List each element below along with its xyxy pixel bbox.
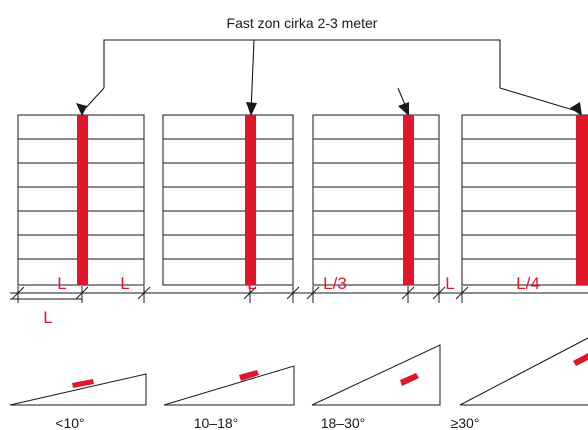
dim-label-p4-left: L xyxy=(445,274,454,293)
dimension-labels: L L L L L/3 L L/4 xyxy=(43,274,540,327)
slope-marker-2 xyxy=(239,370,259,381)
fixed-zone-4 xyxy=(576,115,588,285)
dim-label-p1-below: L xyxy=(43,308,52,327)
slope-markers xyxy=(72,353,588,388)
dim-label-p4: L/4 xyxy=(516,274,540,293)
leader-line-4 xyxy=(499,87,581,113)
leader-line-2 xyxy=(250,39,255,113)
slope-marker-4 xyxy=(573,353,588,366)
dimension-lines xyxy=(10,286,588,303)
slope-label-3: 18–30° xyxy=(321,415,366,430)
fixed-zone-1 xyxy=(77,115,88,285)
slope-marker-1 xyxy=(72,379,94,388)
slope-label-2: 10–18° xyxy=(194,415,239,430)
slope-triangle-3 xyxy=(311,344,441,406)
arrowhead-1 xyxy=(76,103,87,116)
arrowhead-4 xyxy=(570,102,582,116)
fixed-zone-3 xyxy=(403,115,414,285)
dim-label-p3: L/3 xyxy=(323,274,347,293)
fixed-zone-2 xyxy=(245,115,256,285)
title-bracket xyxy=(81,39,581,113)
arrowhead-3 xyxy=(398,102,409,116)
slope-triangle-2 xyxy=(163,365,295,406)
roof-panel-3 xyxy=(312,114,440,286)
roof-panel-4 xyxy=(461,114,588,286)
dim-label-p2: L xyxy=(247,274,256,293)
dim-label-p1-right: L xyxy=(120,274,129,293)
arrowhead-2 xyxy=(246,102,257,116)
slope-marker-3 xyxy=(400,373,419,386)
roof-panel-2 xyxy=(162,114,294,286)
slope-triangles xyxy=(9,337,588,406)
dim-label-p1-left: L xyxy=(57,274,66,293)
bracket-line xyxy=(103,39,501,88)
diagram-title: Fast zon cirka 2-3 meter xyxy=(227,15,378,31)
arrowheads xyxy=(76,102,582,116)
slope-labels: <10° 10–18° 18–30° ≥30° xyxy=(55,415,479,430)
slope-triangle-1 xyxy=(9,373,147,406)
slope-label-1: <10° xyxy=(55,415,84,430)
slope-label-4: ≥30° xyxy=(451,415,480,430)
